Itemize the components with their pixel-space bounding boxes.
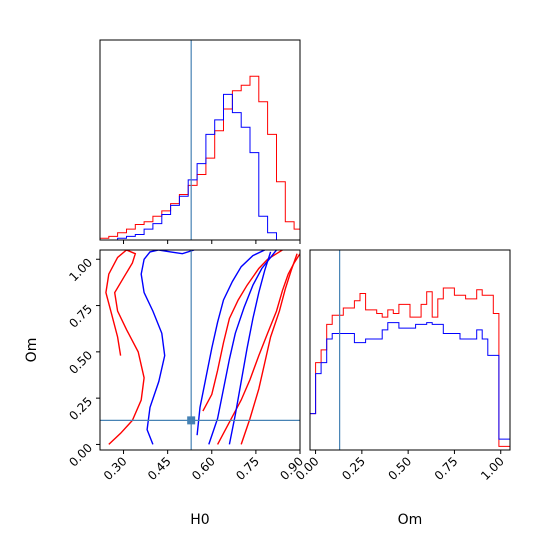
contour-lines (105, 250, 300, 445)
truth-marker (187, 416, 196, 425)
h0-marginal-frame (99, 39, 301, 241)
om-tick-label-5: 1.00 (66, 255, 95, 284)
om-marginal-frame (309, 249, 511, 451)
h0-om-contour-panel: 0.30 0.45 0.60 0.75 0.900.000.250.500.751.00 (66, 249, 306, 483)
om-marginal-tick-label-2: 0.25 (339, 454, 368, 483)
om-tick-label-2: 0.25 (66, 394, 95, 423)
contour-line-4 (105, 250, 145, 445)
h0-tick-label-1: 0.30 (101, 454, 130, 483)
om-marginal-tick-label-5: 1.00 (478, 454, 507, 483)
h0-tick-label-2: 0.45 (145, 454, 174, 483)
om-axis-label-bottom: Om (398, 512, 423, 528)
contour-line-7 (196, 250, 266, 436)
contour-line-5 (208, 250, 278, 445)
om-marginal-tick-label-3: 0.50 (385, 454, 414, 483)
om-marginal-tick-label-4: 0.75 (432, 454, 461, 483)
contour-line-6 (228, 251, 272, 445)
h0-marginal-panel (99, 39, 301, 244)
h0-tick-label-3: 0.60 (189, 454, 218, 483)
om-tick-label-1: 0.00 (66, 441, 95, 470)
contour-line-3 (202, 250, 283, 412)
contour-line-8 (140, 250, 195, 445)
om-axis-label-left: Om (24, 338, 40, 363)
contour-line-2 (240, 253, 298, 445)
h0-hist-series-2 (100, 93, 300, 241)
h0-hist-series-1 (99, 75, 300, 240)
contour-frame (99, 249, 301, 451)
om-tick-label-3: 0.50 (66, 348, 95, 377)
om-tick-label-4: 0.75 (66, 302, 95, 331)
om-hist-series-2 (309, 322, 510, 450)
h0-axis-label: H0 (190, 512, 209, 528)
om-marginal-panel: 0.00 0.25 0.50 0.75 1.00 (293, 249, 511, 483)
h0-tick-label-4: 0.75 (233, 454, 262, 483)
